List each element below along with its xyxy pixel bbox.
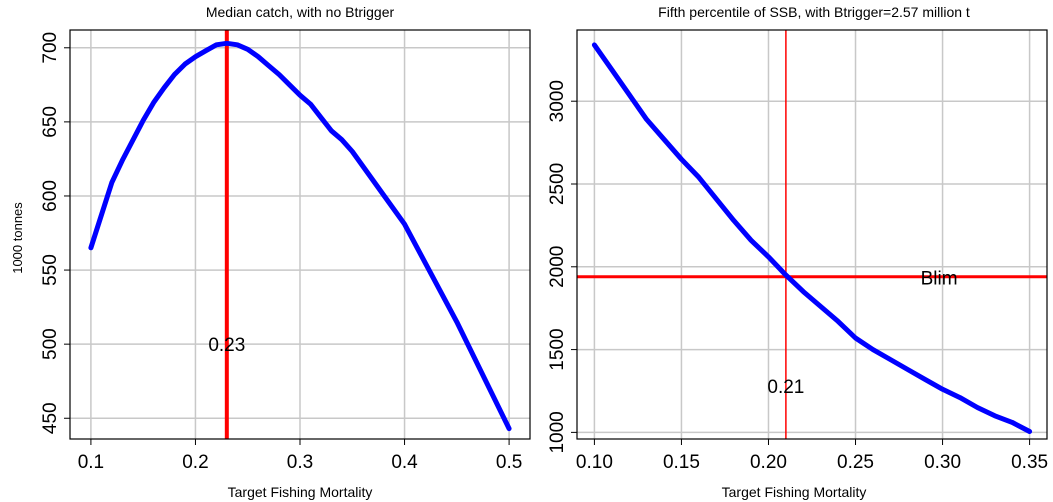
catch-x-tick-label: 0.1 — [78, 452, 104, 473]
catch-y-tick-label: 600 — [40, 180, 61, 212]
ssb-chart-reference-lines — [577, 30, 1047, 439]
ssb-x-tick-label: 0.20 — [750, 452, 787, 473]
ssb-y-tick-label: 1500 — [547, 328, 568, 370]
catch-chart-y-axis-label: 1000 tonnes — [10, 202, 25, 274]
ssb-chart-x-axis-label: Target Fishing Mortality — [722, 484, 867, 500]
catch-x-tick-label: 0.2 — [182, 452, 208, 473]
catch-x-tick-label: 0.3 — [287, 452, 313, 473]
ssb-y-tick-label: 3000 — [547, 80, 568, 122]
catch-y-tick-label: 550 — [40, 254, 61, 286]
catch-x-tick-label: 0.5 — [496, 452, 522, 473]
ssb-series-line-0 — [591, 42, 1033, 434]
ssb-chart-grid — [577, 30, 1047, 439]
ssb-chart-ticks: 0.10 0.15 0.20 0.25 0.30 0.35 1000 1500 2000 2500… — [547, 80, 1048, 473]
catch-chart: Median catch, with no Btrigger Target Fi… — [10, 4, 531, 500]
catch-chart-title: Median catch, with no Btrigger — [206, 4, 395, 20]
catch-chart-annotations: 0.23 — [208, 335, 245, 356]
ssb-x-tick-label: 0.25 — [837, 452, 874, 473]
ssb-chart-frame — [576, 29, 1048, 440]
ssb-chart-series — [591, 42, 1033, 434]
catch-y-tick-label: 650 — [40, 106, 61, 138]
ssb-x-tick-label: 0.15 — [663, 452, 700, 473]
ssb-chart-title: Fifth percentile of SSB, with Btrigger=2… — [658, 4, 970, 20]
catch-y-tick-label: 450 — [40, 402, 61, 434]
ssb-annotation-0: 0.21 — [767, 377, 804, 398]
catch-chart-ticks: 0.1 0.2 0.3 0.4 0.5 450 500 550 600 650 700 — [40, 32, 522, 473]
ssb-y-tick-label: 1000 — [547, 411, 568, 453]
catch-x-tick-label: 0.4 — [391, 452, 418, 473]
catch-y-tick-label: 500 — [40, 328, 61, 360]
catch-annotation-0: 0.23 — [208, 335, 245, 356]
catch-chart-frame — [69, 29, 531, 440]
catch-y-tick-label: 700 — [40, 32, 61, 64]
catch-chart-x-axis-label: Target Fishing Mortality — [228, 484, 373, 500]
ssb-hline-label: Blim — [921, 269, 958, 290]
ssb-chart-annotations: Blim 0.21 — [767, 269, 957, 398]
ssb-chart: Fifth percentile of SSB, with Btrigger=2… — [547, 4, 1048, 500]
ssb-x-tick-label: 0.30 — [924, 452, 961, 473]
ssb-x-tick-label: 0.35 — [1011, 452, 1048, 473]
catch-chart-series — [88, 40, 512, 432]
ssb-y-tick-label: 2000 — [547, 246, 568, 288]
ssb-y-tick-label: 2500 — [547, 163, 568, 205]
ssb-x-tick-label: 0.10 — [576, 452, 613, 473]
catch-chart-grid — [70, 30, 530, 439]
